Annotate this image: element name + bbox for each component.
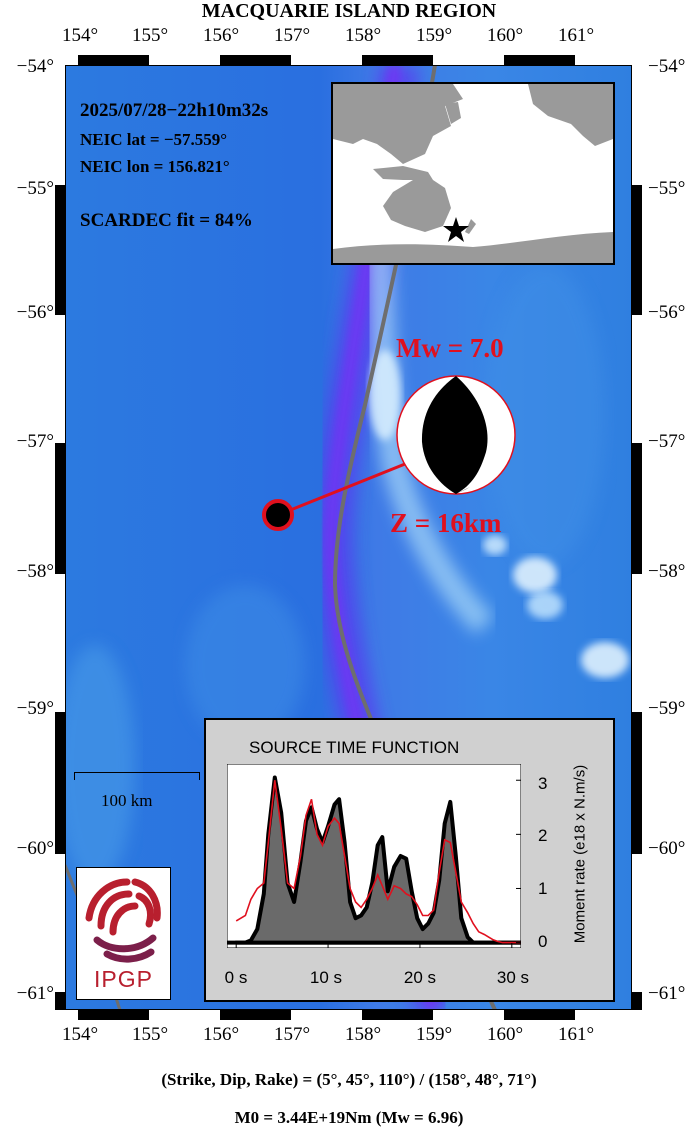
lat-tick-left: −55° bbox=[16, 178, 54, 199]
lon-tick-bottom: 158° bbox=[344, 1024, 382, 1045]
lon-tick-top: 156° bbox=[202, 25, 240, 46]
event-datetime: 2025/07/28−22h10m32s bbox=[80, 100, 269, 121]
lon-tick-bottom: 154° bbox=[61, 1024, 99, 1045]
epicenter-star-icon bbox=[443, 217, 469, 242]
lon-tick-bottom: 160° bbox=[486, 1024, 524, 1045]
moment-text: M0 = 3.44E+19Nm (Mw = 6.96) bbox=[234, 1108, 464, 1127]
map-frame-bottom bbox=[52, 1010, 645, 1020]
event-longitude: NEIC lon = 156.821° bbox=[80, 157, 230, 176]
focal-mechanism bbox=[262, 375, 516, 531]
stf-y-tick: 3 bbox=[538, 774, 548, 793]
lon-tick-top: 161° bbox=[557, 25, 595, 46]
stf-y-tick: 0 bbox=[538, 932, 548, 951]
lat-tick-right: −54° bbox=[648, 56, 686, 77]
stf-y-tick: 2 bbox=[538, 826, 548, 845]
map-border bbox=[65, 65, 632, 1010]
ipgp-logo: IPGP bbox=[76, 867, 171, 1000]
lon-tick-top: 160° bbox=[486, 25, 524, 46]
ipgp-logo-icon bbox=[85, 878, 161, 963]
stf-x-tick: 10 s bbox=[309, 968, 343, 987]
map-frame-right bbox=[632, 52, 642, 1023]
depth-label: Z = 16km bbox=[390, 508, 502, 538]
stf-x-tick: 20 s bbox=[403, 968, 437, 987]
stf-y-tick: 1 bbox=[538, 879, 548, 898]
lat-tick-right: −55° bbox=[648, 178, 686, 199]
lat-tick-right: −56° bbox=[648, 302, 686, 323]
magnitude-label: Mw = 7.0 bbox=[396, 333, 504, 363]
stf-y-label: Moment rate (e18 x N.m/s) bbox=[571, 764, 589, 944]
lon-tick-bottom: 161° bbox=[557, 1024, 595, 1045]
lon-tick-bottom: 157° bbox=[273, 1024, 311, 1045]
stf-series-secondary bbox=[235, 780, 521, 944]
stf-series-main bbox=[234, 775, 521, 945]
lat-tick-left: −57° bbox=[16, 431, 54, 452]
lon-tick-top: 159° bbox=[415, 25, 453, 46]
lat-tick-right: −61° bbox=[648, 983, 686, 1004]
lat-tick-right: −58° bbox=[648, 561, 686, 582]
lon-tick-bottom: 155° bbox=[131, 1024, 169, 1045]
map-frame-top bbox=[52, 55, 645, 65]
lat-tick-left: −60° bbox=[16, 838, 54, 859]
map-title: MACQUARIE ISLAND REGION bbox=[201, 0, 497, 22]
scale-bar-label: 100 km bbox=[101, 791, 153, 810]
mechanism-text: (Strike, Dip, Rake) = (5°, 45°, 110°) / … bbox=[161, 1070, 537, 1089]
lat-tick-left: −54° bbox=[16, 56, 54, 77]
stf-x-tick: 30 s bbox=[496, 968, 530, 987]
stf-chart bbox=[227, 764, 521, 948]
lon-tick-bottom: 156° bbox=[202, 1024, 240, 1045]
lon-tick-bottom: 159° bbox=[415, 1024, 453, 1045]
ipgp-logo-text: IPGP bbox=[94, 966, 153, 992]
lat-tick-left: −58° bbox=[16, 561, 54, 582]
lon-tick-top: 157° bbox=[273, 25, 311, 46]
lat-tick-left: −61° bbox=[16, 983, 54, 1004]
map-frame-left bbox=[55, 52, 65, 1023]
stf-title: SOURCE TIME FUNCTION bbox=[249, 738, 460, 757]
stf-x-tick: 0 s bbox=[224, 968, 248, 987]
scale-bar bbox=[74, 772, 200, 780]
lon-tick-top: 158° bbox=[344, 25, 382, 46]
lat-tick-left: −56° bbox=[16, 302, 54, 323]
lon-tick-top: 155° bbox=[131, 25, 169, 46]
lat-tick-right: −60° bbox=[648, 838, 686, 859]
lat-tick-right: −57° bbox=[648, 431, 686, 452]
epicenter-marker bbox=[262, 499, 294, 531]
inset-world-map bbox=[331, 82, 615, 265]
lat-tick-right: −59° bbox=[648, 698, 686, 719]
event-latitude: NEIC lat = −57.559° bbox=[80, 130, 228, 149]
lat-tick-left: −59° bbox=[16, 698, 54, 719]
scardec-fit: SCARDEC fit = 84% bbox=[80, 210, 253, 231]
lon-tick-top: 154° bbox=[61, 25, 99, 46]
